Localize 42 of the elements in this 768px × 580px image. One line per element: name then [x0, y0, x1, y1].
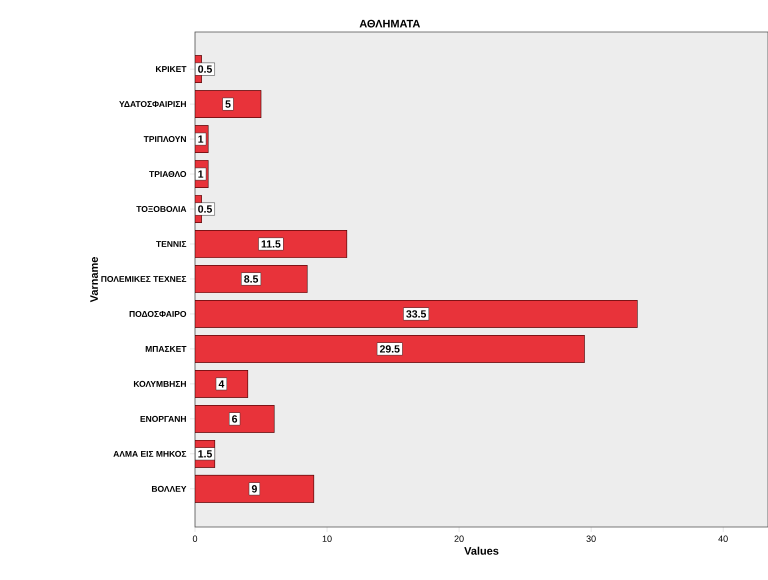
- data-label: 1.5: [198, 450, 212, 458]
- x-tick-label: 30: [586, 536, 596, 542]
- y-tick-label: ΤΟΞΟΒΟΛΙΑ: [136, 206, 186, 212]
- bar: [195, 404, 275, 433]
- bar: [195, 300, 638, 328]
- y-tick-label: ΜΠΑΣΚΕΤ: [146, 346, 186, 352]
- data-label: 29.5: [380, 345, 400, 353]
- data-label: 4: [218, 380, 224, 388]
- data-label: 1: [198, 135, 204, 143]
- y-tick-label: ΤΡΙΑΘΛΟ: [149, 171, 186, 178]
- y-tick-label: ΚΟΛΥΜΒΗΣΗ: [134, 380, 186, 387]
- y-tick-label: ΠΟΔΟΣΦΑΙΡΟ: [130, 310, 186, 317]
- y-tick-label: ΑΛΜΑ ΕΙΣ ΜΗΚΟΣ: [113, 450, 186, 457]
- data-label: 11.5: [262, 240, 281, 248]
- bar: [195, 370, 248, 398]
- bar: [195, 474, 314, 503]
- data-label: 8.5: [244, 275, 258, 283]
- y-tick-label: ΒΟΛΛΕΥ: [152, 486, 186, 492]
- bar: [195, 230, 348, 258]
- x-tick-label: 0: [192, 536, 198, 542]
- bar: [195, 265, 308, 293]
- y-tick-label: ΤΡΙΠΛΟΥΝ: [144, 136, 186, 142]
- y-axis-title: Varname: [90, 257, 98, 302]
- data-label: 33.5: [406, 310, 426, 318]
- bar: [195, 335, 585, 363]
- x-tick-label: 40: [718, 536, 728, 542]
- y-tick-label: ΥΔΑΤΟΣΦΑΙΡΙΣΗ: [119, 101, 186, 108]
- data-label: 0.5: [198, 205, 212, 213]
- bar: [195, 90, 262, 118]
- x-tick-label: 10: [322, 536, 332, 542]
- y-tick-label: ΠΟΛΕΜΙΚΕΣ ΤΕΧΝΕΣ: [101, 276, 186, 282]
- y-tick-label: ΕΝΟΡΓΑΝΗ: [140, 416, 186, 422]
- data-label: 5: [225, 100, 231, 108]
- y-tick-label: ΚΡΙΚΕΤ: [156, 66, 186, 72]
- data-label: 9: [252, 485, 257, 493]
- chart-title: ΑΘΛΗΜΑΤΑ: [360, 20, 420, 28]
- data-label: 1: [198, 170, 204, 178]
- data-label: 0.5: [198, 65, 212, 73]
- x-axis-title: Values: [464, 546, 498, 555]
- data-label: 6: [232, 415, 238, 423]
- y-tick-label: ΤΕΝΝΙΣ: [156, 241, 186, 247]
- x-tick-label: 20: [454, 536, 464, 542]
